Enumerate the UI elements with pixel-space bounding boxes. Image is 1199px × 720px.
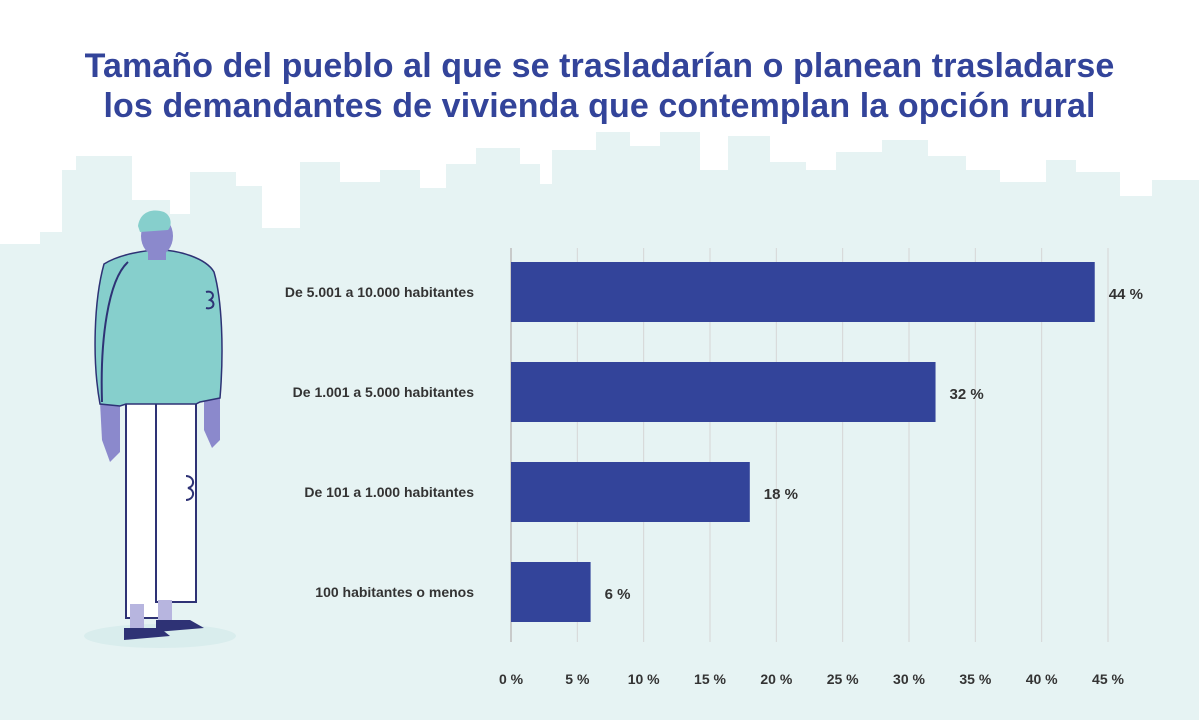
category-label: De 5.001 a 10.000 habitantes bbox=[285, 284, 474, 300]
x-tick-label: 15 % bbox=[694, 671, 726, 687]
category-label: 100 habitantes o menos bbox=[315, 584, 474, 600]
category-label: De 1.001 a 5.000 habitantes bbox=[293, 384, 475, 400]
x-tick-label: 10 % bbox=[628, 671, 660, 687]
chart-title-line-1: Tamaño del pueblo al que se trasladarían… bbox=[84, 47, 1115, 85]
x-tick-label: 45 % bbox=[1092, 671, 1124, 687]
data-label: 32 % bbox=[950, 386, 984, 403]
bar bbox=[511, 262, 1095, 322]
category-label: De 101 a 1.000 habitantes bbox=[304, 484, 474, 500]
x-tick-label: 40 % bbox=[1026, 671, 1058, 687]
x-tick-label: 30 % bbox=[893, 671, 925, 687]
data-label: 44 % bbox=[1109, 286, 1143, 303]
bars bbox=[511, 262, 1095, 622]
x-tick-label: 25 % bbox=[827, 671, 859, 687]
data-label: 18 % bbox=[764, 486, 798, 503]
chart-title-line-2: los demandantes de vivienda que contempl… bbox=[103, 87, 1096, 125]
data-label: 6 % bbox=[605, 586, 631, 603]
labels: 0 % 5 % 10 % 15 % 20 % 25 % 30 % 35 % 40 % 45 % De… bbox=[285, 284, 1143, 687]
bar bbox=[511, 562, 591, 622]
x-tick-label: 35 % bbox=[959, 671, 991, 687]
x-tick-label: 5 % bbox=[565, 671, 590, 687]
chart-title: Tamaño del pueblo al que se trasladarían… bbox=[0, 46, 1199, 126]
x-tick-label: 0 % bbox=[499, 671, 524, 687]
bar bbox=[511, 362, 936, 422]
x-tick-label: 20 % bbox=[760, 671, 792, 687]
person-icon bbox=[84, 210, 236, 648]
bar bbox=[511, 462, 750, 522]
